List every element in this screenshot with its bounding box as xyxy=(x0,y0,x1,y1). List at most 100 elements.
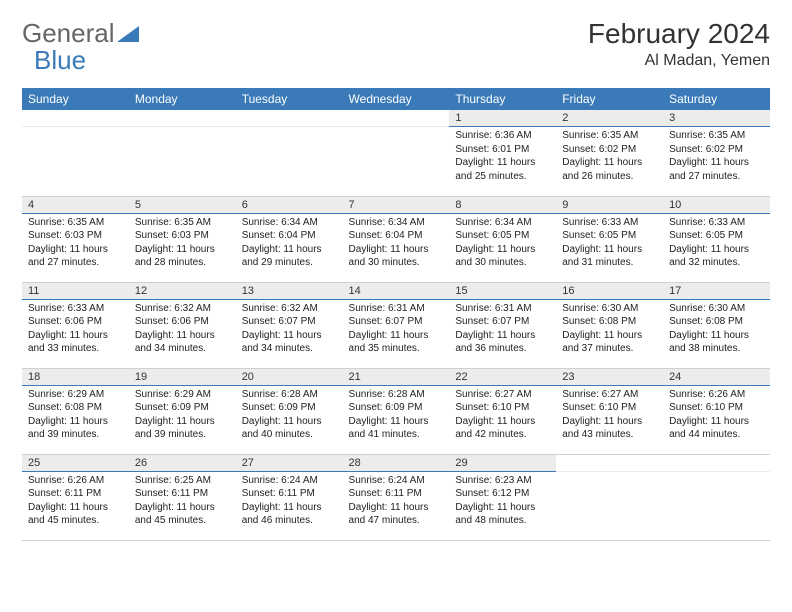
brand-logo: General Blue xyxy=(22,18,139,76)
calendar-cell xyxy=(236,110,343,196)
brand-blue: Blue xyxy=(34,45,139,76)
day-number: 2 xyxy=(556,110,663,127)
day-number: 27 xyxy=(236,455,343,472)
day-number: 9 xyxy=(556,197,663,214)
day-details: Sunrise: 6:31 AMSunset: 6:07 PMDaylight:… xyxy=(449,300,556,360)
day-number: 7 xyxy=(343,197,450,214)
calendar-cell: 2Sunrise: 6:35 AMSunset: 6:02 PMDaylight… xyxy=(556,110,663,196)
calendar-week-row: 4Sunrise: 6:35 AMSunset: 6:03 PMDaylight… xyxy=(22,196,770,282)
triangle-icon xyxy=(117,26,139,42)
day-header: Monday xyxy=(129,88,236,110)
day-details: Sunrise: 6:26 AMSunset: 6:10 PMDaylight:… xyxy=(663,386,770,446)
day-details: Sunrise: 6:29 AMSunset: 6:09 PMDaylight:… xyxy=(129,386,236,446)
day-header: Sunday xyxy=(22,88,129,110)
day-number: 11 xyxy=(22,283,129,300)
day-details: Sunrise: 6:35 AMSunset: 6:03 PMDaylight:… xyxy=(129,214,236,274)
day-number: 5 xyxy=(129,197,236,214)
empty-day xyxy=(236,110,343,127)
day-details: Sunrise: 6:35 AMSunset: 6:02 PMDaylight:… xyxy=(556,127,663,187)
calendar-cell: 20Sunrise: 6:28 AMSunset: 6:09 PMDayligh… xyxy=(236,368,343,454)
empty-day xyxy=(22,110,129,127)
calendar-cell: 29Sunrise: 6:23 AMSunset: 6:12 PMDayligh… xyxy=(449,454,556,540)
empty-day xyxy=(343,110,450,127)
calendar-cell: 19Sunrise: 6:29 AMSunset: 6:09 PMDayligh… xyxy=(129,368,236,454)
calendar-cell: 14Sunrise: 6:31 AMSunset: 6:07 PMDayligh… xyxy=(343,282,450,368)
day-header: Friday xyxy=(556,88,663,110)
day-details: Sunrise: 6:33 AMSunset: 6:05 PMDaylight:… xyxy=(556,214,663,274)
calendar-week-row: 11Sunrise: 6:33 AMSunset: 6:06 PMDayligh… xyxy=(22,282,770,368)
day-number: 13 xyxy=(236,283,343,300)
day-details: Sunrise: 6:23 AMSunset: 6:12 PMDaylight:… xyxy=(449,472,556,532)
day-number: 14 xyxy=(343,283,450,300)
day-details: Sunrise: 6:27 AMSunset: 6:10 PMDaylight:… xyxy=(449,386,556,446)
day-number: 3 xyxy=(663,110,770,127)
calendar-cell: 9Sunrise: 6:33 AMSunset: 6:05 PMDaylight… xyxy=(556,196,663,282)
calendar-cell: 27Sunrise: 6:24 AMSunset: 6:11 PMDayligh… xyxy=(236,454,343,540)
calendar-week-row: 18Sunrise: 6:29 AMSunset: 6:08 PMDayligh… xyxy=(22,368,770,454)
calendar-cell: 23Sunrise: 6:27 AMSunset: 6:10 PMDayligh… xyxy=(556,368,663,454)
calendar-cell: 17Sunrise: 6:30 AMSunset: 6:08 PMDayligh… xyxy=(663,282,770,368)
day-details: Sunrise: 6:32 AMSunset: 6:07 PMDaylight:… xyxy=(236,300,343,360)
day-number: 26 xyxy=(129,455,236,472)
day-number: 21 xyxy=(343,369,450,386)
empty-day xyxy=(663,455,770,472)
day-details: Sunrise: 6:34 AMSunset: 6:04 PMDaylight:… xyxy=(236,214,343,274)
day-header: Tuesday xyxy=(236,88,343,110)
day-details: Sunrise: 6:33 AMSunset: 6:06 PMDaylight:… xyxy=(22,300,129,360)
calendar-cell: 26Sunrise: 6:25 AMSunset: 6:11 PMDayligh… xyxy=(129,454,236,540)
day-number: 10 xyxy=(663,197,770,214)
day-number: 22 xyxy=(449,369,556,386)
day-details: Sunrise: 6:35 AMSunset: 6:03 PMDaylight:… xyxy=(22,214,129,274)
calendar-cell: 13Sunrise: 6:32 AMSunset: 6:07 PMDayligh… xyxy=(236,282,343,368)
calendar-cell: 24Sunrise: 6:26 AMSunset: 6:10 PMDayligh… xyxy=(663,368,770,454)
day-number: 1 xyxy=(449,110,556,127)
empty-day xyxy=(556,455,663,472)
calendar-cell: 28Sunrise: 6:24 AMSunset: 6:11 PMDayligh… xyxy=(343,454,450,540)
day-number: 28 xyxy=(343,455,450,472)
day-details: Sunrise: 6:33 AMSunset: 6:05 PMDaylight:… xyxy=(663,214,770,274)
day-details: Sunrise: 6:30 AMSunset: 6:08 PMDaylight:… xyxy=(556,300,663,360)
calendar-cell: 1Sunrise: 6:36 AMSunset: 6:01 PMDaylight… xyxy=(449,110,556,196)
day-details: Sunrise: 6:29 AMSunset: 6:08 PMDaylight:… xyxy=(22,386,129,446)
day-number: 4 xyxy=(22,197,129,214)
calendar-cell xyxy=(556,454,663,540)
calendar-cell: 8Sunrise: 6:34 AMSunset: 6:05 PMDaylight… xyxy=(449,196,556,282)
header: General Blue February 2024 Al Madan, Yem… xyxy=(22,18,770,76)
day-details: Sunrise: 6:27 AMSunset: 6:10 PMDaylight:… xyxy=(556,386,663,446)
calendar-cell: 3Sunrise: 6:35 AMSunset: 6:02 PMDaylight… xyxy=(663,110,770,196)
day-number: 24 xyxy=(663,369,770,386)
calendar-week-row: 25Sunrise: 6:26 AMSunset: 6:11 PMDayligh… xyxy=(22,454,770,540)
day-number: 29 xyxy=(449,455,556,472)
day-details: Sunrise: 6:25 AMSunset: 6:11 PMDaylight:… xyxy=(129,472,236,532)
day-details: Sunrise: 6:34 AMSunset: 6:04 PMDaylight:… xyxy=(343,214,450,274)
day-number: 6 xyxy=(236,197,343,214)
calendar-cell: 21Sunrise: 6:28 AMSunset: 6:09 PMDayligh… xyxy=(343,368,450,454)
day-number: 20 xyxy=(236,369,343,386)
calendar-cell: 18Sunrise: 6:29 AMSunset: 6:08 PMDayligh… xyxy=(22,368,129,454)
calendar-cell: 25Sunrise: 6:26 AMSunset: 6:11 PMDayligh… xyxy=(22,454,129,540)
day-number: 19 xyxy=(129,369,236,386)
calendar-cell: 12Sunrise: 6:32 AMSunset: 6:06 PMDayligh… xyxy=(129,282,236,368)
calendar-cell: 11Sunrise: 6:33 AMSunset: 6:06 PMDayligh… xyxy=(22,282,129,368)
day-details: Sunrise: 6:32 AMSunset: 6:06 PMDaylight:… xyxy=(129,300,236,360)
day-details: Sunrise: 6:26 AMSunset: 6:11 PMDaylight:… xyxy=(22,472,129,532)
calendar-cell xyxy=(343,110,450,196)
day-details: Sunrise: 6:30 AMSunset: 6:08 PMDaylight:… xyxy=(663,300,770,360)
day-details: Sunrise: 6:34 AMSunset: 6:05 PMDaylight:… xyxy=(449,214,556,274)
day-details: Sunrise: 6:24 AMSunset: 6:11 PMDaylight:… xyxy=(343,472,450,532)
calendar-cell xyxy=(22,110,129,196)
brand-general: General xyxy=(22,18,115,48)
day-number: 8 xyxy=(449,197,556,214)
day-header: Saturday xyxy=(663,88,770,110)
day-number: 18 xyxy=(22,369,129,386)
empty-day xyxy=(129,110,236,127)
calendar-cell xyxy=(129,110,236,196)
day-details: Sunrise: 6:24 AMSunset: 6:11 PMDaylight:… xyxy=(236,472,343,532)
day-details: Sunrise: 6:35 AMSunset: 6:02 PMDaylight:… xyxy=(663,127,770,187)
month-title: February 2024 xyxy=(588,18,770,50)
day-details: Sunrise: 6:28 AMSunset: 6:09 PMDaylight:… xyxy=(343,386,450,446)
day-number: 16 xyxy=(556,283,663,300)
calendar-cell: 6Sunrise: 6:34 AMSunset: 6:04 PMDaylight… xyxy=(236,196,343,282)
calendar-cell: 10Sunrise: 6:33 AMSunset: 6:05 PMDayligh… xyxy=(663,196,770,282)
day-header-row: Sunday Monday Tuesday Wednesday Thursday… xyxy=(22,88,770,110)
